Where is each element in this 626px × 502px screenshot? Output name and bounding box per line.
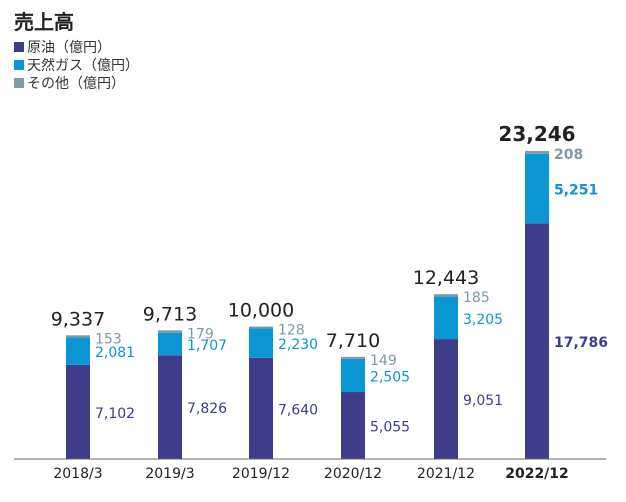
bar-crude-oil-4 (434, 339, 458, 459)
bar-natural-gas-1 (158, 332, 182, 356)
total-label-2: 10,000 (228, 300, 294, 322)
total-label-1: 9,713 (143, 303, 197, 325)
bar-crude-oil-5 (525, 223, 549, 459)
legend-swatch-crude-oil (14, 42, 24, 52)
legend-swatch-natural-gas (14, 60, 24, 70)
total-label-0: 9,337 (51, 308, 105, 330)
bar-other-1 (158, 330, 182, 333)
bar-other-5 (525, 151, 549, 154)
legend-item-natural-gas: 天然ガス（億円） (14, 56, 139, 74)
bar-crude-oil-2 (249, 357, 273, 459)
legend-label-natural-gas: 天然ガス（億円） (27, 58, 139, 74)
legend: 原油（億円） 天然ガス（億円） その他（億円） (14, 38, 139, 92)
bar-other-2 (249, 326, 273, 329)
bar-natural-gas-0 (66, 337, 90, 365)
value-label-crude-oil-1: 7,826 (187, 401, 227, 417)
value-label-other-4: 185 (463, 290, 490, 306)
value-label-crude-oil-5: 17,786 (554, 335, 608, 351)
bar-natural-gas-3 (341, 358, 365, 393)
legend-label-crude-oil: 原油（億円） (27, 40, 111, 56)
x-tick-label-5: 2022/12 (505, 466, 569, 482)
bar-crude-oil-3 (341, 392, 365, 459)
chart-title: 売上高 (14, 10, 74, 34)
value-label-natural-gas-1: 1,707 (187, 338, 227, 354)
legend-item-other: その他（億円） (14, 74, 139, 92)
x-tick-label-2: 2019/12 (232, 466, 290, 482)
value-label-natural-gas-3: 2,505 (370, 369, 410, 385)
value-label-crude-oil-3: 5,055 (370, 420, 410, 436)
total-label-4: 12,443 (413, 267, 479, 289)
bar-crude-oil-0 (66, 364, 90, 459)
total-label-5: 23,246 (498, 122, 575, 146)
value-label-other-3: 149 (370, 353, 397, 369)
bar-natural-gas-4 (434, 296, 458, 340)
x-tick-label-1: 2019/3 (145, 466, 194, 482)
x-tick-label-0: 2018/3 (53, 466, 102, 482)
total-label-3: 7,710 (326, 330, 380, 352)
legend-label-other: その他（億円） (27, 76, 125, 92)
bar-other-3 (341, 356, 365, 359)
bar-other-4 (434, 294, 458, 297)
legend-item-crude-oil: 原油（億円） (14, 38, 139, 56)
value-label-natural-gas-2: 2,230 (278, 337, 318, 353)
x-tick-label-3: 2020/12 (324, 466, 382, 482)
value-label-other-2: 128 (278, 323, 305, 339)
value-label-crude-oil-0: 7,102 (95, 406, 135, 422)
legend-swatch-other (14, 78, 24, 88)
bar-crude-oil-1 (158, 355, 182, 459)
value-label-other-5: 208 (554, 147, 583, 163)
value-label-crude-oil-4: 9,051 (463, 393, 503, 409)
value-label-natural-gas-0: 2,081 (95, 345, 135, 361)
bar-natural-gas-5 (525, 153, 549, 224)
value-label-other-1: 179 (187, 326, 214, 342)
x-tick-label-4: 2021/12 (417, 466, 475, 482)
value-label-natural-gas-4: 3,205 (463, 312, 503, 328)
value-label-other-0: 153 (95, 331, 122, 347)
value-label-crude-oil-2: 7,640 (278, 402, 318, 418)
value-label-natural-gas-5: 5,251 (554, 183, 598, 199)
bar-natural-gas-2 (249, 328, 273, 358)
bar-other-0 (66, 335, 90, 338)
